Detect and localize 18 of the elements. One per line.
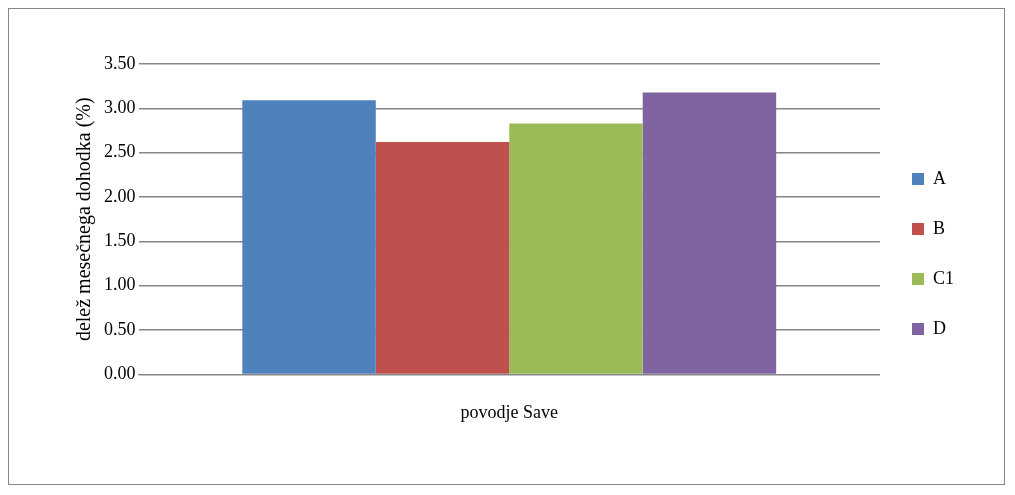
y-tick-label: 1.50 <box>104 230 136 251</box>
y-tick-label: 0.00 <box>104 363 136 384</box>
legend-label: A <box>932 167 946 188</box>
bar <box>642 92 777 374</box>
y-axis-title: delež mesečnega dohodka (%) <box>72 97 96 342</box>
y-tick-label: 2.50 <box>104 141 136 162</box>
y-tick-label: 0.50 <box>104 318 136 339</box>
y-tick-label: 3.00 <box>104 97 136 118</box>
y-tick-label: 3.50 <box>104 52 136 73</box>
legend-label: B <box>932 217 946 238</box>
legend-label: D <box>932 317 946 338</box>
legend-label: C1 <box>932 267 955 288</box>
x-tick-label: povodje Save <box>460 401 558 422</box>
bar <box>242 100 376 374</box>
bar <box>375 142 510 374</box>
bar <box>509 123 643 374</box>
y-tick-label: 1.00 <box>104 274 136 295</box>
y-tick-label: 2.00 <box>104 185 136 206</box>
